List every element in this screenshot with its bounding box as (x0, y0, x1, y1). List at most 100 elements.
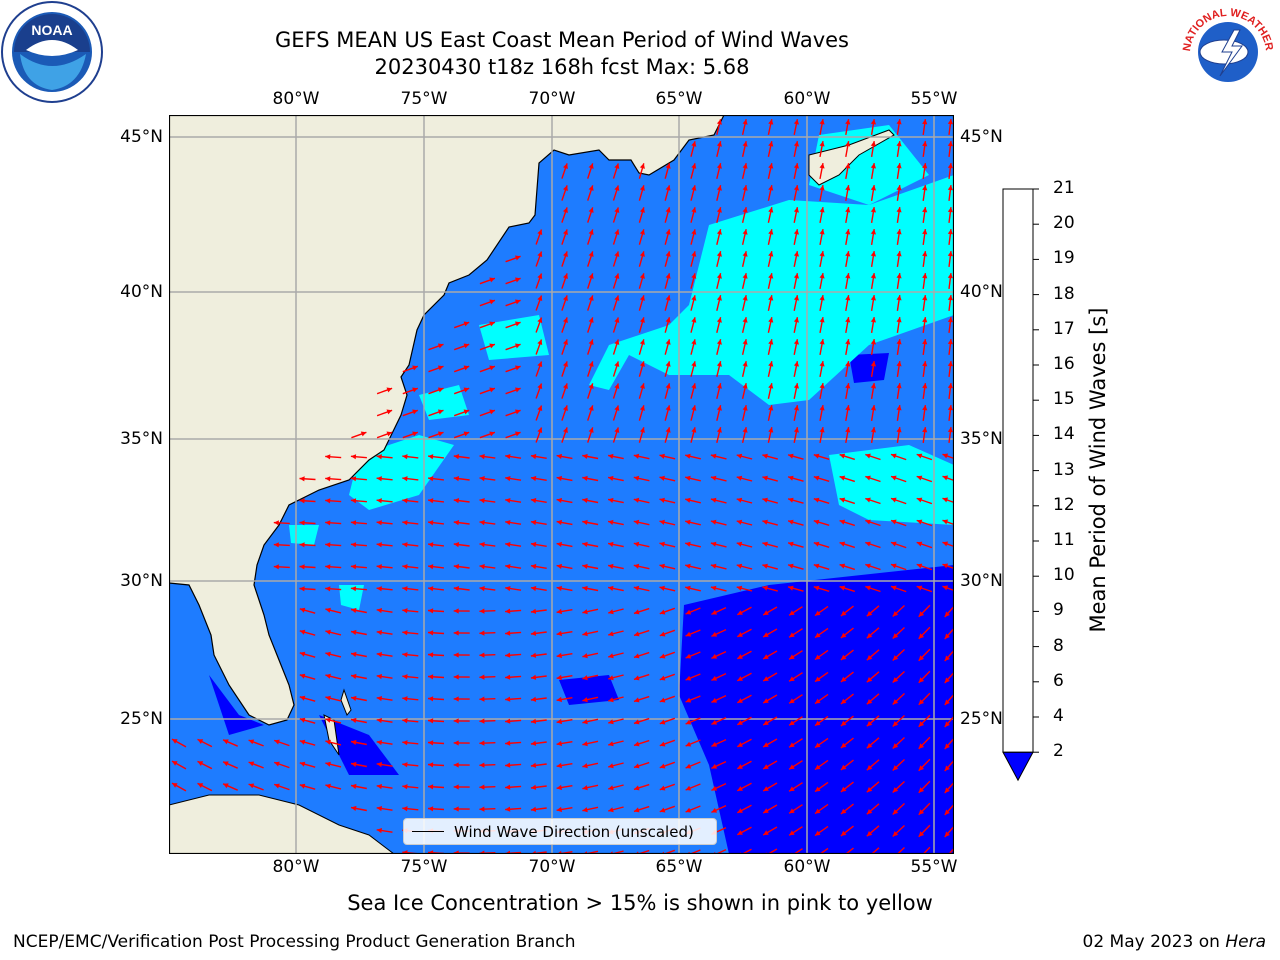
direction-arrowhead (896, 119, 902, 125)
direction-arrowhead (918, 655, 925, 661)
direction-arrowhead (691, 383, 697, 389)
direction-arrowhead (793, 273, 799, 279)
direction-arrowhead (659, 609, 666, 615)
direction-arrowhead (762, 585, 768, 591)
direction-arrowhead (639, 207, 645, 213)
svg-text:NOAA: NOAA (31, 22, 72, 38)
direction-arrowhead (659, 697, 666, 703)
direction-arrowhead (428, 454, 434, 460)
direction-arrowhead (588, 427, 594, 433)
direction-arrowhead (428, 652, 434, 658)
direction-arrowhead (515, 431, 521, 437)
direction-arrowhead (685, 741, 692, 747)
direction-arrowhead (563, 361, 568, 367)
direction-arrowhead (582, 475, 588, 481)
lat-tick-left: 30°N (120, 571, 163, 591)
direction-arrowhead (350, 498, 357, 504)
direction-arrowhead (942, 563, 949, 569)
direction-arrowhead (634, 697, 640, 703)
direction-arrowhead (351, 717, 357, 723)
direction-arrowhead (918, 809, 925, 815)
direction-arrowhead (351, 651, 357, 657)
direction-arrowhead (793, 317, 799, 323)
direction-arrowhead (563, 383, 568, 389)
direction-arrowhead (463, 321, 470, 327)
direction-arrowhead (922, 273, 928, 279)
direction-arrowhead (614, 361, 620, 367)
direction-arrowhead (376, 718, 382, 724)
direction-arrowhead (947, 163, 953, 169)
direction-arrowhead (634, 741, 640, 747)
direction-arrowhead (530, 740, 537, 746)
direction-arrowhead (582, 785, 588, 791)
direction-arrowhead (763, 632, 769, 637)
direction-arrowhead (453, 630, 459, 636)
direction-arrowhead (639, 317, 645, 323)
direction-arrowhead (916, 541, 923, 547)
direction-arrowhead (845, 119, 851, 125)
direction-arrowhead (840, 676, 847, 682)
direction-arrowhead (865, 475, 871, 481)
direction-arrowhead (530, 630, 537, 636)
direction-arrowhead (588, 295, 594, 301)
direction-arrowhead (386, 387, 393, 393)
direction-arrowhead (737, 698, 743, 703)
direction-arrowhead (479, 498, 485, 504)
direction-arrowhead (402, 454, 408, 460)
direction-arrowhead (768, 229, 774, 235)
low-period-area (679, 565, 954, 854)
direction-arrowhead (563, 207, 568, 213)
direction-arrowhead (892, 699, 899, 705)
direction-arrowhead (608, 609, 614, 615)
direction-arrowhead (866, 809, 873, 815)
lat-tick-right: 45°N (960, 127, 1003, 147)
direction-arrowhead (815, 808, 821, 814)
cuba-land (169, 794, 395, 854)
direction-arrowhead (505, 608, 511, 614)
direction-arrowhead (453, 608, 459, 614)
direction-arrowhead (515, 387, 521, 393)
direction-arrowhead (633, 519, 640, 525)
direction-arrowhead (588, 361, 594, 367)
direction-arrowhead (763, 654, 769, 659)
direction-arrowhead (789, 676, 795, 682)
direction-arrowhead (840, 720, 847, 726)
direction-arrowhead (665, 273, 671, 279)
direction-arrowhead (325, 454, 331, 460)
direction-arrowhead (896, 229, 902, 235)
lon-tick-top: 80°W (272, 89, 320, 109)
direction-arrowhead (479, 784, 485, 790)
direction-arrowhead (870, 207, 876, 213)
direction-arrowhead (891, 563, 897, 569)
direction-arrowhead (944, 611, 950, 617)
direction-arrowhead (716, 339, 722, 345)
direction-arrowhead (918, 611, 925, 617)
direction-arrowhead (737, 632, 743, 637)
direction-arrowhead (614, 339, 620, 345)
direction-arrowhead (614, 273, 620, 279)
direction-arrowhead (639, 251, 645, 257)
direction-arrowhead (665, 207, 671, 213)
lat-tick-left: 25°N (120, 709, 163, 729)
direction-arrowhead (711, 719, 718, 725)
legend: Wind Wave Direction (unscaled) (403, 818, 717, 845)
direction-arrowhead (479, 608, 485, 614)
direction-arrowhead (947, 427, 953, 433)
direction-arrowhead (325, 542, 331, 548)
direction-arrowhead (942, 497, 949, 503)
direction-arrowhead (742, 295, 748, 301)
direction-arrowhead (530, 806, 537, 812)
direction-arrowhead (350, 586, 357, 592)
direction-arrowhead (412, 431, 418, 437)
direction-arrowhead (716, 207, 722, 213)
direction-arrowhead (916, 563, 923, 569)
direction-arrowhead (530, 475, 537, 482)
direction-arrowhead (428, 806, 434, 812)
direction-arrowhead (563, 295, 568, 301)
direction-arrowhead (274, 761, 280, 767)
direction-arrowhead (685, 453, 691, 459)
direction-arrowhead (716, 163, 722, 169)
lon-tick-top: 55°W (910, 89, 958, 109)
direction-arrowhead (870, 163, 876, 169)
direction-arrowhead (325, 520, 331, 526)
